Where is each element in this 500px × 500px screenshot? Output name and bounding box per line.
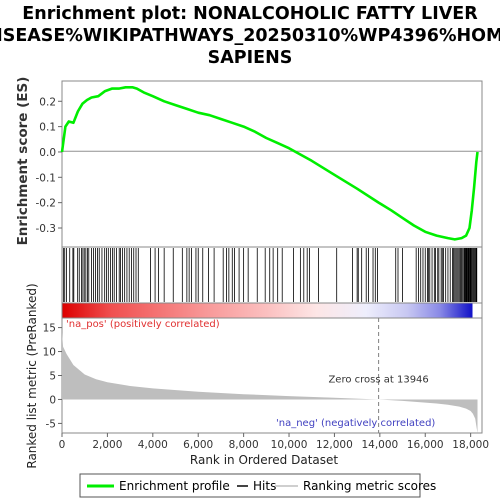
metric-y-ticks: 15 10 5 0 -5	[43, 323, 62, 430]
x-tick-label: 16,000	[407, 439, 444, 451]
es-panel-frame	[61, 80, 483, 248]
neg-correlated-label: 'na_neg' (negatively correlated)	[276, 418, 435, 429]
x-tick-label: 14,000	[361, 439, 398, 451]
x-tick-label: 12,000	[316, 439, 353, 451]
x-axis-label: Rank in Ordered Dataset	[190, 453, 338, 467]
hits-ticks	[62, 248, 478, 302]
enrichment-profile-line	[60, 86, 479, 241]
x-tick-label: 2,000	[92, 439, 122, 451]
pos-correlated-label: 'na_pos' (positively correlated)	[66, 319, 220, 330]
x-tick-label: 10,000	[271, 439, 308, 451]
es-y-axis-label: Enrichment score (ES)	[15, 77, 31, 246]
es-y-tick-label: -0.1	[36, 172, 57, 184]
metric-y-tick-label: 15	[43, 323, 56, 335]
es-y-tick-label: -0.3	[36, 223, 57, 235]
chart-title-line-1: Enrichment plot: NONALCOHOLIC FATTY LIVE…	[22, 4, 478, 24]
x-tick-label: 4,000	[138, 439, 168, 451]
x-tick-label: 18,000	[452, 439, 489, 451]
metric-y-tick-label: -5	[46, 418, 56, 430]
ranking-color-bar	[62, 303, 473, 318]
es-y-tick-label: 0.1	[39, 122, 56, 134]
x-tick-label: 8,000	[229, 439, 259, 451]
zero-cross-label: Zero cross at 13946	[328, 374, 428, 385]
legend-hits-label: Hits	[253, 479, 276, 493]
metric-y-tick-label: 10	[43, 347, 56, 359]
chart-title-line-3: SAPIENS	[208, 48, 293, 68]
hits-panel-frame	[61, 246, 483, 304]
metric-y-tick-label: 5	[49, 371, 56, 383]
es-y-tick-label: -0.2	[36, 198, 57, 210]
es-y-tick-label: 0.2	[39, 96, 56, 108]
x-tick-label: 0	[59, 439, 66, 451]
metric-panel-frame	[61, 317, 483, 434]
legend-box	[79, 473, 421, 498]
metric-y-axis-label: Ranked list metric (PreRanked)	[25, 283, 39, 468]
es-y-ticks: 0.2 0.1 0.0 -0.1 -0.2 -0.3	[36, 96, 62, 235]
chart-title-line-2: DISEASE%WIKIPATHWAYS_20250310%WP4396%HOM…	[0, 26, 500, 46]
es-y-tick-label: 0.0	[39, 147, 56, 159]
x-ticks: 0 2,000 4,000 6,000 8,000 10,000 12,000 14,000 1…	[59, 433, 489, 451]
x-tick-label: 6,000	[183, 439, 213, 451]
metric-y-tick-label: 0	[49, 394, 56, 406]
legend-enrichment-label: Enrichment profile	[119, 479, 230, 493]
legend-metric-label: Ranking metric scores	[303, 479, 436, 493]
